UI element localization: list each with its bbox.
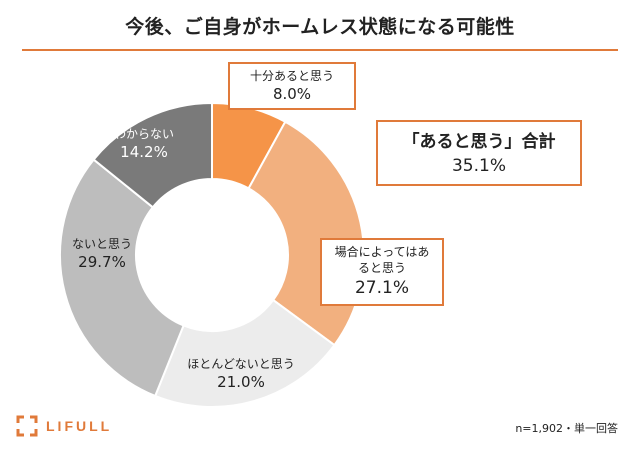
summary-value: 35.1% <box>451 156 506 176</box>
lifull-logo: LIFULL <box>16 413 112 439</box>
slice-label-jubun-aru: 十分あると思う 8.0% <box>228 62 356 110</box>
chart-title: 今後、ご自身がホームレス状態になる可能性 <box>125 16 515 38</box>
slice-value: 8.0% <box>272 85 312 103</box>
donut-slice-2 <box>153 298 336 408</box>
slice-label-baai-ni-yotte: 場合によってはあると思う 27.1% <box>320 238 444 306</box>
slice-label-nai: ないと思う 29.7% <box>62 236 142 272</box>
title-divider <box>22 49 618 51</box>
slice-value: 21.0% <box>217 373 265 391</box>
slice-name: ないと思う <box>71 237 132 251</box>
slice-name: 十分あると思う <box>249 69 334 83</box>
donut-slice-3 <box>59 158 185 398</box>
logo-text: LIFULL <box>46 418 113 434</box>
slice-label-hotondo-nai: ほとんどないと思う 21.0% <box>176 356 306 392</box>
slice-value: 27.1% <box>354 278 409 298</box>
donut-slice-4 <box>92 101 213 209</box>
sample-note: n=1,902・単一回答 <box>515 422 618 435</box>
slice-value: 14.2% <box>120 143 168 161</box>
slice-label-wakaranai: わからない 14.2% <box>104 126 184 162</box>
summary-label: 「あると思う」合計 <box>402 132 556 152</box>
slice-name: わからない <box>113 127 174 141</box>
slice-name: 場合によってはあると思う <box>334 245 430 275</box>
slice-value: 29.7% <box>78 253 126 271</box>
summary-callout: 「あると思う」合計 35.1% <box>376 120 582 186</box>
slice-name: ほとんどないと思う <box>187 357 295 371</box>
lifull-bracket-logo-icon <box>16 415 38 437</box>
